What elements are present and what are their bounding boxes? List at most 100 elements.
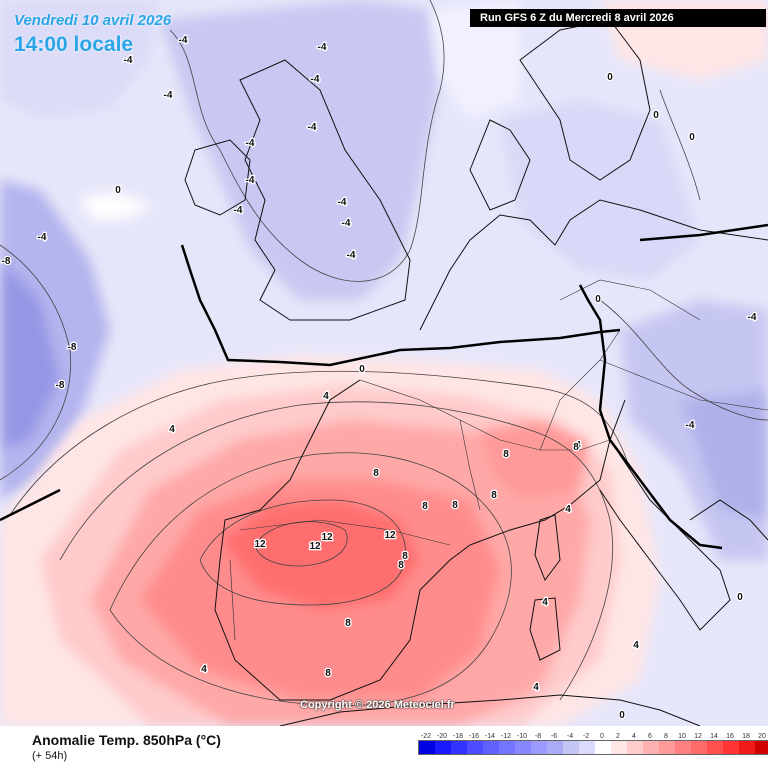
scale-swatch [547, 741, 563, 754]
scale-label: 2 [616, 733, 620, 740]
contour-label: 8 [398, 560, 404, 571]
scale-swatch [467, 741, 483, 754]
contour-label: 0 [737, 592, 743, 603]
scale-label: -18 [452, 733, 464, 740]
map-title: Anomalie Temp. 850hPa (°C) [32, 732, 221, 748]
contour-label: -4 [311, 74, 320, 85]
contour-label: 8 [402, 551, 408, 562]
contour-label: 8 [491, 490, 497, 501]
temperature-anomaly-map: -4 -4 -4 -4 -4 -4 -4 -4 -4 -4 -4 -4 -4 -8 -8 -8 -4 -4 0 0 0 0… [0, 0, 768, 726]
contour-label: 0 [359, 364, 365, 375]
scale-label: 16 [726, 733, 734, 740]
scale-swatch [563, 741, 579, 754]
contour-label: -8 [2, 256, 11, 267]
contour-label: 4 [169, 424, 175, 435]
scale-swatch [707, 741, 723, 754]
lead-time: (+ 54h) [32, 750, 68, 762]
contour-label: 0 [595, 294, 601, 305]
color-scale: -22 -20 -18 -16 -14 -12 -10 -8 -6 -4 -2 0 2 4 6 8 10 12 14… [418, 733, 768, 761]
contour-label: 0 [653, 110, 659, 121]
scale-swatch [531, 741, 547, 754]
contour-label: 4 [323, 391, 329, 402]
contour-label: 12 [321, 532, 333, 543]
forecast-date: Vendredi 10 avril 2026 [14, 12, 172, 29]
scale-swatch [627, 741, 643, 754]
contour-label: -8 [68, 342, 77, 353]
scale-swatch [611, 741, 627, 754]
contour-label: 4 [575, 440, 581, 451]
contour-labels: -4 -4 -4 -4 -4 -4 -4 -4 -4 -4 -4 -4 -4 -8 -8 -8 -4 -4 0 0 0 0… [0, 34, 758, 723]
contour-label: -4 [338, 197, 347, 208]
scale-swatch [643, 741, 659, 754]
scale-label: 20 [758, 733, 766, 740]
scale-swatch [739, 741, 755, 754]
scale-swatch [755, 741, 768, 754]
contour-label: 0 [619, 710, 625, 721]
scale-swatch [515, 741, 531, 754]
contour-label: 4 [565, 504, 571, 515]
scale-swatch [691, 741, 707, 754]
scale-label: -4 [566, 733, 574, 740]
contour-label: -4 [308, 122, 317, 133]
scale-label: 10 [678, 733, 686, 740]
contour-label: 0 [115, 185, 121, 196]
scale-swatch [435, 741, 451, 754]
contour-label: 0 [689, 132, 695, 143]
scale-label: 12 [694, 733, 702, 740]
scale-label: -22 [420, 733, 432, 740]
contour-lines [0, 0, 768, 707]
contour-label: -4 [124, 55, 133, 66]
scale-swatch [675, 741, 691, 754]
scale-swatch [419, 741, 435, 754]
neutral-zones [0, 0, 768, 221]
scale-label: -2 [582, 733, 590, 740]
contour-label: -4 [246, 175, 255, 186]
scale-label: 8 [664, 733, 668, 740]
scale-label: 4 [632, 733, 636, 740]
contour-label: -4 [342, 218, 351, 229]
scale-label: 14 [710, 733, 718, 740]
scale-label: -6 [550, 733, 558, 740]
contour-label: -4 [179, 35, 188, 46]
scale-swatch [451, 741, 467, 754]
contour-label: 4 [201, 664, 207, 675]
scale-label: 6 [648, 733, 652, 740]
scale-label: -10 [516, 733, 528, 740]
contour-label: -4 [164, 90, 173, 101]
contour-label: -4 [318, 42, 327, 53]
scale-swatch [659, 741, 675, 754]
contour-label: 12 [384, 530, 396, 541]
scale-swatch [723, 741, 739, 754]
contour-label: 8 [373, 468, 379, 479]
scale-swatch [483, 741, 499, 754]
scale-swatch [499, 741, 515, 754]
scale-label: -20 [436, 733, 448, 740]
contour-label: -4 [246, 138, 255, 149]
scale-label: -16 [468, 733, 480, 740]
contour-label: 8 [325, 668, 331, 679]
thick-boundaries [0, 223, 768, 550]
contour-label: -8 [56, 380, 65, 391]
contour-label: 8 [573, 442, 579, 453]
copyright: Copyright © 2026 Meteociel.fr [300, 699, 455, 711]
contour-label: -4 [38, 232, 47, 243]
contour-label: 4 [633, 640, 639, 651]
warm-anomaly-fields [0, 355, 660, 726]
contour-label: 8 [345, 618, 351, 629]
scale-swatch [579, 741, 595, 754]
run-info: Run GFS 6 Z du Mercredi 8 avril 2026 [470, 9, 766, 27]
scale-label: -8 [534, 733, 542, 740]
contour-label: -4 [748, 312, 757, 323]
contour-label: -4 [347, 250, 356, 261]
scale-label: 18 [742, 733, 750, 740]
contour-label: 4 [533, 682, 539, 693]
scale-label: -12 [500, 733, 512, 740]
borders [229, 279, 768, 641]
contour-label: 12 [309, 541, 321, 552]
contour-label: 12 [254, 539, 266, 550]
scale-swatch [595, 741, 611, 754]
scale-bar [418, 740, 768, 755]
local-time: 14:00 locale [14, 33, 134, 56]
scale-labels: -22 -20 -18 -16 -14 -12 -10 -8 -6 -4 -2 0 2 4 6 8 10 12 14… [418, 733, 768, 740]
contour-label: 4 [542, 597, 548, 608]
